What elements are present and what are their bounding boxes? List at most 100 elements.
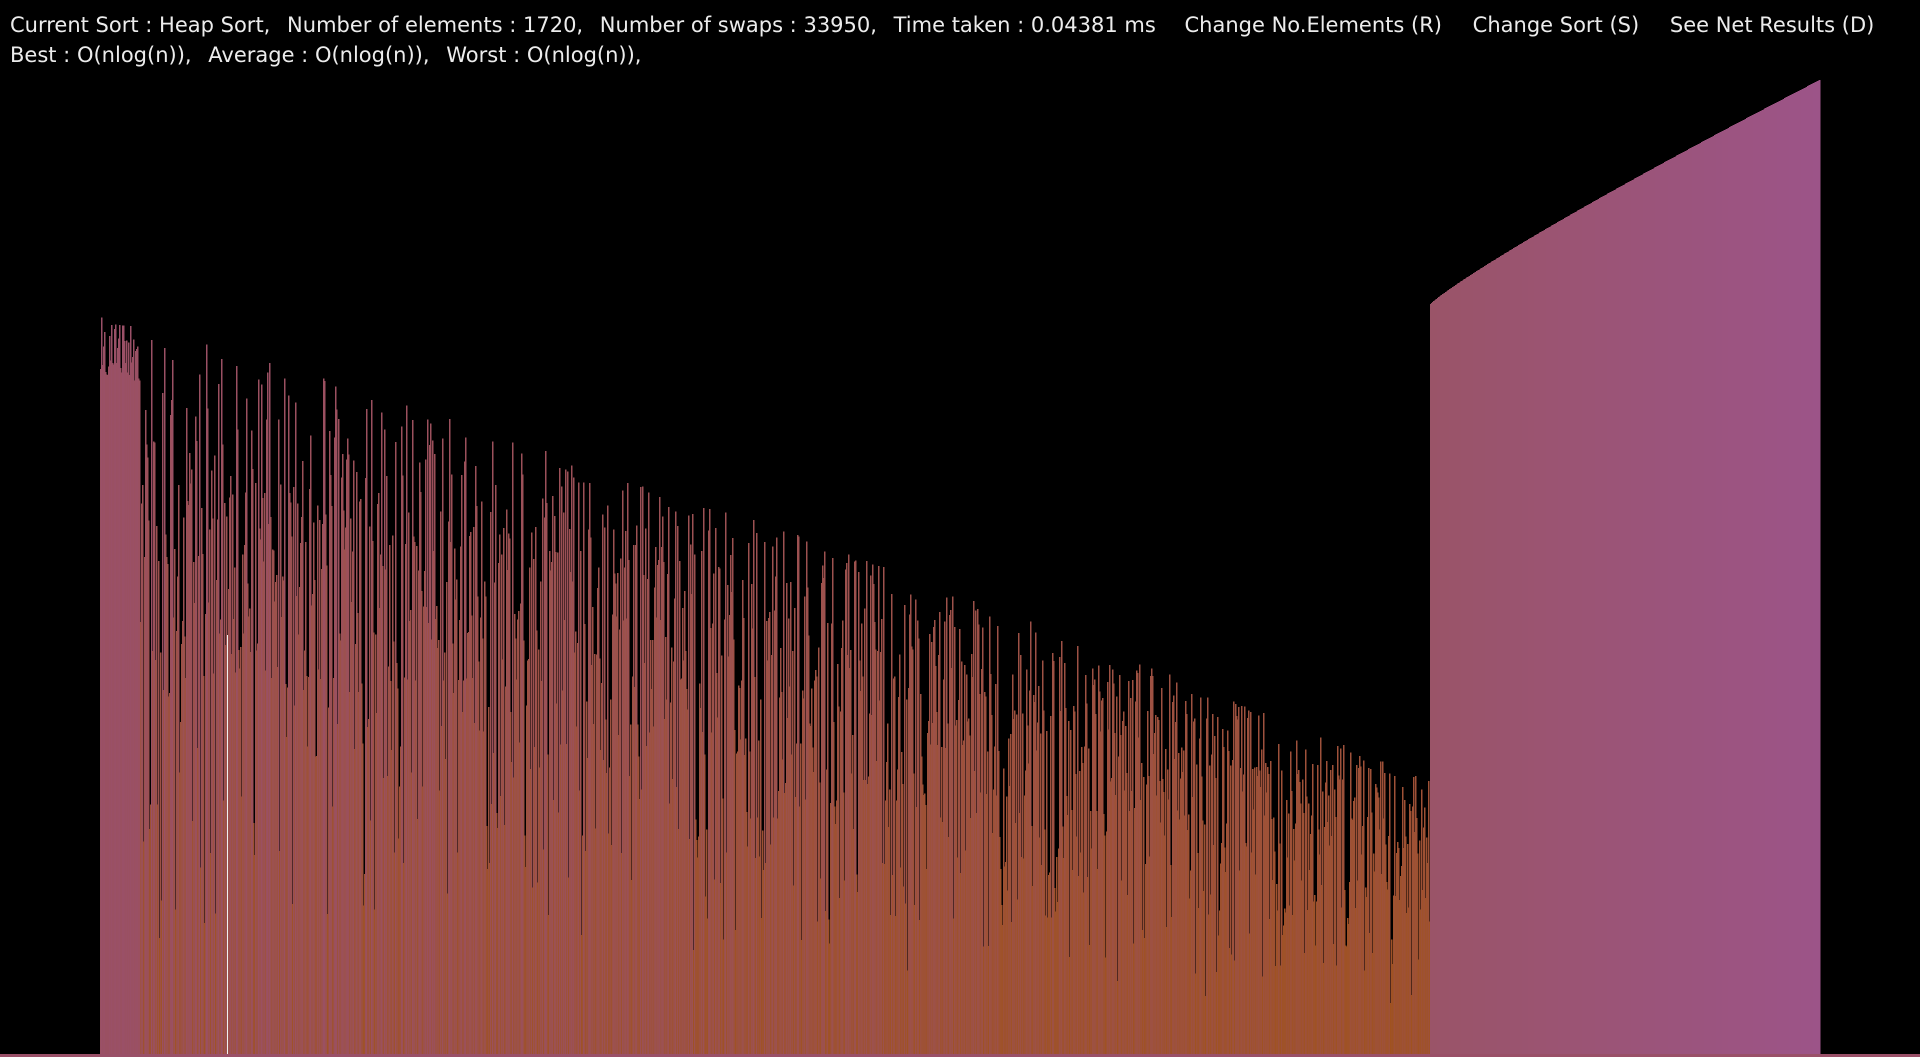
array-bar [1122, 721, 1124, 1054]
array-bar [1478, 269, 1480, 1054]
array-bar [1061, 641, 1063, 1054]
array-bar [303, 689, 305, 1054]
array-bar [1466, 277, 1468, 1055]
array-bar [246, 398, 248, 1055]
array-bar [520, 603, 522, 1054]
array-bar [829, 943, 831, 1054]
array-bar [666, 699, 668, 1054]
array-bar [678, 828, 680, 1054]
array-bar [584, 623, 586, 1054]
array-bar [241, 796, 243, 1054]
array-bar [259, 528, 261, 1054]
array-bar [1058, 848, 1060, 1054]
array-bar [688, 515, 690, 1054]
array-bar [641, 789, 643, 1054]
array-bar [1303, 812, 1305, 1054]
array-bar [1476, 271, 1478, 1055]
array-bar [1428, 780, 1430, 1054]
array-bar [631, 879, 633, 1054]
array-bar [1340, 748, 1342, 1054]
array-bar [534, 746, 536, 1054]
array-bar [1185, 701, 1187, 1054]
array-bar [1543, 230, 1545, 1054]
array-bar [946, 597, 948, 1054]
array-bar [1346, 946, 1348, 1054]
array-bar [559, 468, 561, 1054]
array-bar [1130, 697, 1132, 1054]
array-bar [783, 531, 785, 1054]
array-bar [357, 612, 359, 1054]
array-bar [1609, 192, 1611, 1054]
array-bar [263, 561, 265, 1054]
array-bar [1149, 856, 1151, 1054]
array-bar [167, 563, 169, 1054]
array-bar [1687, 149, 1689, 1054]
array-bar [1377, 792, 1379, 1054]
array-bar [392, 535, 394, 1054]
array-bar [474, 722, 476, 1054]
array-bar [763, 869, 765, 1054]
array-bar [1525, 241, 1527, 1054]
array-bar [406, 405, 408, 1054]
array-bar [364, 874, 366, 1054]
array-bar [1575, 211, 1577, 1055]
array-bar [943, 679, 945, 1054]
array-bar [996, 795, 998, 1054]
array-bar [711, 732, 713, 1054]
array-bar [1803, 88, 1805, 1054]
element-count-value: 1720, [522, 13, 584, 37]
array-bar [1654, 167, 1656, 1054]
array-bar [1760, 110, 1762, 1054]
array-bar [689, 839, 691, 1054]
array-bar [1269, 919, 1271, 1054]
array-bar [1724, 129, 1726, 1054]
array-bar [512, 442, 514, 1055]
array-bar [744, 754, 746, 1054]
change-sort-control[interactable]: Change Sort (S) [1472, 13, 1640, 37]
array-bar [1412, 806, 1414, 1054]
array-bar [1003, 768, 1005, 1054]
array-bar [980, 792, 982, 1054]
array-bar [330, 475, 332, 1054]
net-results-control[interactable]: See Net Results (D) [1669, 13, 1875, 37]
array-bar [420, 492, 422, 1054]
array-bar [737, 751, 739, 1054]
array-bar [800, 743, 802, 1054]
array-bar [334, 437, 336, 1055]
array-bar [1627, 182, 1629, 1054]
array-bar [498, 562, 500, 1054]
array-bar [451, 474, 453, 1054]
array-bar [375, 634, 377, 1054]
array-bar [1144, 937, 1146, 1054]
complexity-line: Best : O(nlog(n)), Average : O(nlog(n)),… [10, 40, 1886, 70]
array-bar [1292, 915, 1294, 1054]
array-bar [1522, 242, 1524, 1054]
array-bar [622, 490, 624, 1054]
array-bar [1084, 746, 1086, 1054]
array-bar [1112, 669, 1114, 1054]
array-bar [1450, 288, 1452, 1054]
change-elements-control[interactable]: Change No.Elements (R) [1184, 13, 1442, 37]
array-bar [329, 431, 331, 1054]
array-bar [561, 486, 563, 1054]
array-bar [1024, 795, 1026, 1054]
array-bar [352, 551, 354, 1054]
array-bar [582, 835, 584, 1054]
array-bar [1233, 701, 1235, 1054]
array-bar [668, 506, 670, 1054]
array-bar [238, 649, 240, 1054]
array-bar [226, 516, 228, 1054]
array-bar [1504, 253, 1506, 1054]
array-bar [1123, 711, 1125, 1054]
array-bar [239, 668, 241, 1054]
array-bar [625, 530, 627, 1054]
array-bar [970, 818, 972, 1054]
array-bar [1174, 758, 1176, 1054]
array-bar [378, 493, 380, 1054]
array-bar [344, 549, 346, 1054]
array-bar [607, 505, 609, 1055]
array-bar [1513, 248, 1515, 1055]
array-bar [775, 576, 777, 1054]
array-bar [779, 697, 781, 1054]
array-bar [715, 528, 717, 1054]
